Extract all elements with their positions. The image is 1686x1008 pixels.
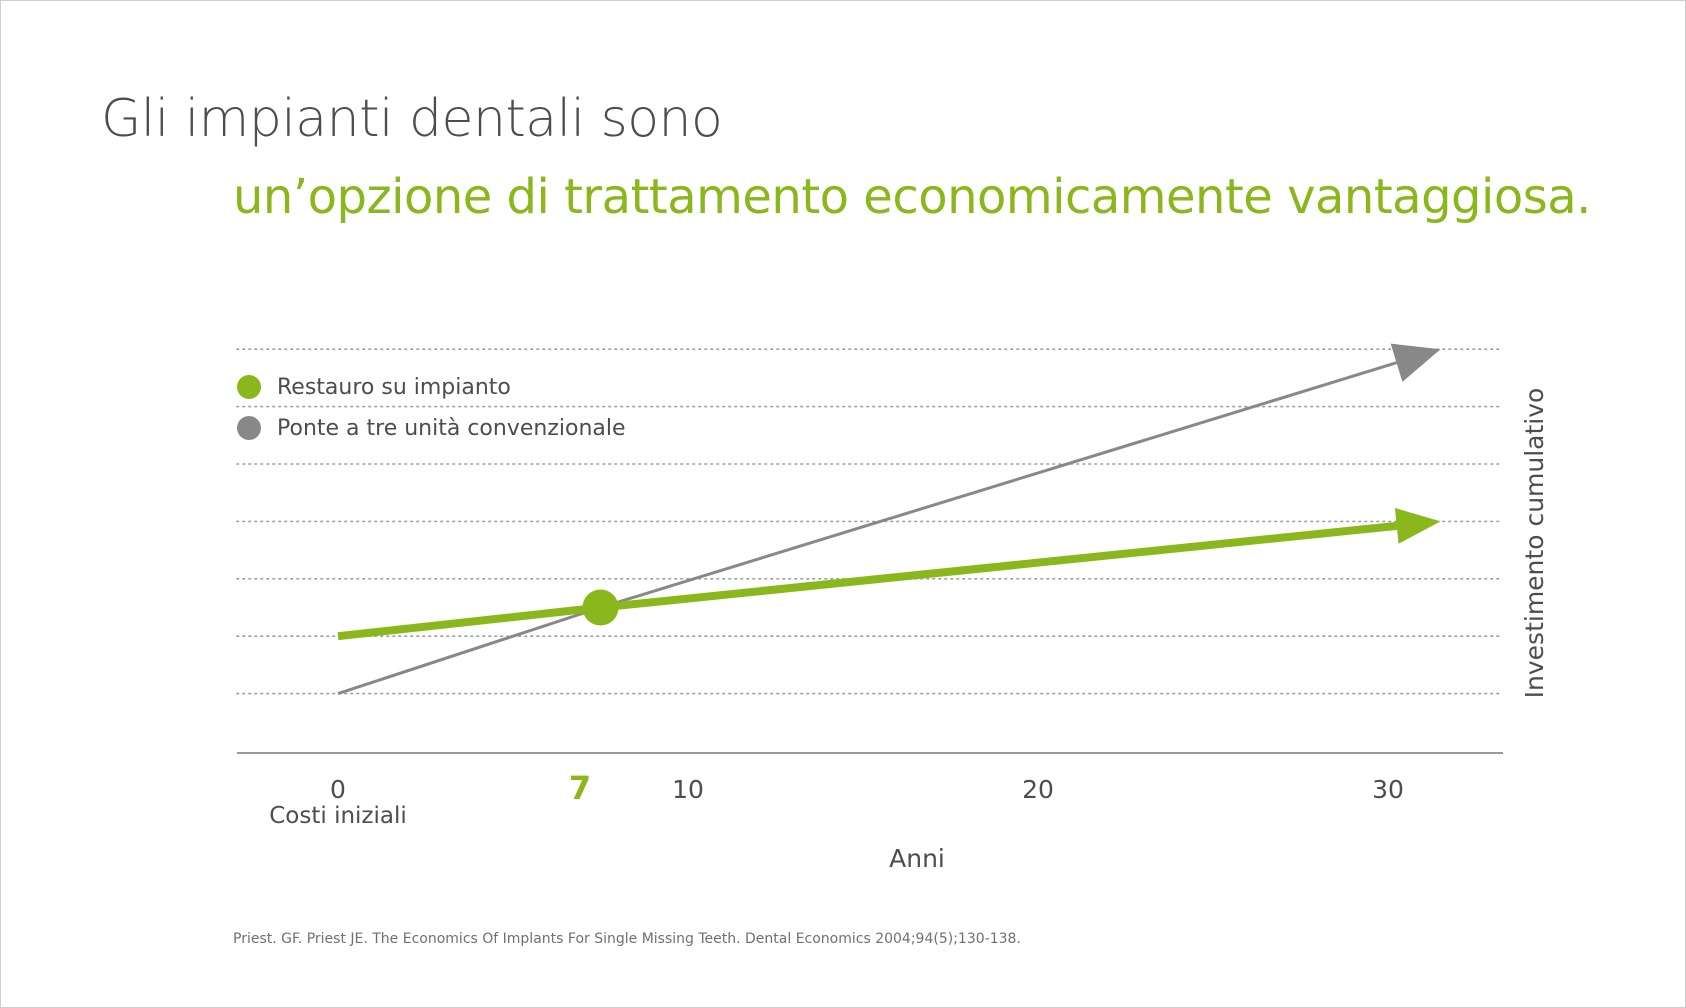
series-arrowhead-implant — [1394, 507, 1441, 544]
legend-label-implant: Restauro su impianto — [277, 375, 511, 400]
intersection-point — [582, 589, 619, 626]
title-line-1: Gli impianti dentali sono — [101, 89, 723, 149]
legend: Restauro su impianto Ponte a tre unità c… — [237, 375, 626, 441]
series-arrowhead-bridge — [1390, 343, 1441, 382]
legend-marker-bridge — [237, 416, 261, 440]
series-line-implant — [337, 521, 1398, 641]
x-tick-label-10: 10 — [672, 775, 704, 804]
x-tick-label-30: 30 — [1372, 775, 1404, 804]
title-line-2: un’opzione di trattamento economicamente… — [233, 169, 1591, 225]
x-axis-title: Anni — [889, 844, 945, 873]
x-tick-highlight-breakeven: 7 — [569, 769, 591, 807]
x-origin-note: Costi iniziali — [269, 803, 407, 829]
x-tick-label-20: 20 — [1022, 775, 1054, 804]
legend-marker-implant — [237, 375, 261, 399]
y-axis-title: Investimento cumulativo — [1520, 388, 1549, 699]
citation: Priest. GF. Priest JE. The Economics Of … — [233, 931, 1021, 947]
legend-label-bridge: Ponte a tre unità convenzionale — [277, 416, 626, 441]
series-line-bridge — [337, 361, 1397, 696]
x-tick-label-0: 0 — [330, 775, 346, 804]
